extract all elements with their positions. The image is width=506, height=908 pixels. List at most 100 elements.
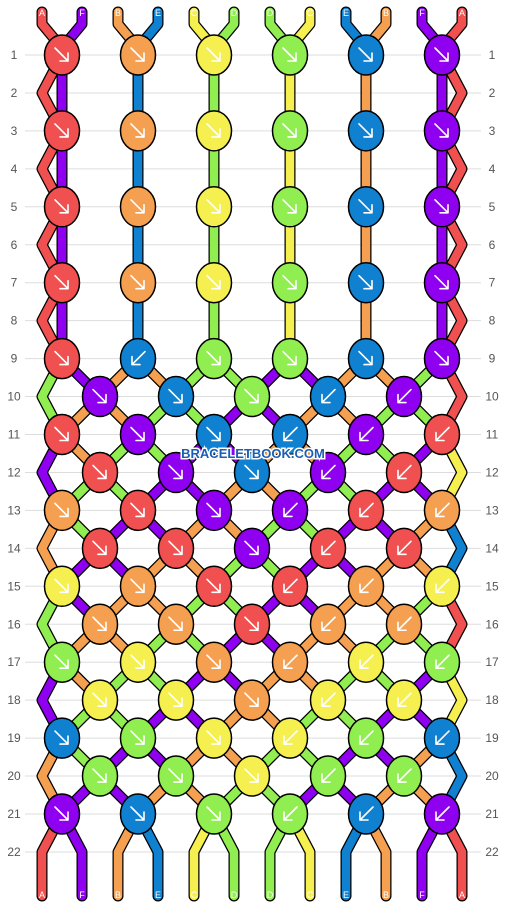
knot <box>385 679 423 721</box>
arrow-down-right-icon <box>54 199 69 214</box>
arrow-down-right-icon <box>54 806 69 821</box>
row-number-left: 16 <box>7 617 21 631</box>
arrow-down-right-icon <box>130 654 145 669</box>
knot <box>195 337 233 380</box>
knot <box>423 489 461 532</box>
row-number-left: 22 <box>7 845 21 859</box>
arrow-down-right-icon <box>244 616 259 632</box>
strand-label-top: E <box>155 8 161 18</box>
strand-label-bottom: A <box>459 890 465 900</box>
strand-label-top: B <box>115 8 121 18</box>
arrow-down-left-icon <box>359 502 374 518</box>
row-number-left: 3 <box>11 124 18 138</box>
knot <box>233 603 271 645</box>
strand-label-bottom: A <box>39 890 45 900</box>
knot <box>271 489 309 532</box>
knot <box>81 679 119 721</box>
knot <box>43 34 81 76</box>
knot <box>43 793 81 835</box>
knot <box>347 641 385 683</box>
knot <box>43 261 81 304</box>
knot <box>385 603 423 645</box>
row-number-right: 22 <box>485 845 499 859</box>
row-number-left: 12 <box>7 465 21 479</box>
arrow-down-right-icon <box>434 274 449 290</box>
arrow-down-right-icon <box>130 199 145 214</box>
strand-label-top: D <box>267 8 274 18</box>
knot <box>195 489 233 532</box>
row-number-right: 15 <box>485 579 499 593</box>
arrow-down-right-icon <box>54 502 69 518</box>
knot <box>119 110 157 152</box>
knot <box>195 186 233 228</box>
knot <box>119 793 157 835</box>
knot <box>347 413 385 456</box>
arrow-down-left-icon <box>359 426 374 442</box>
knot <box>347 489 385 532</box>
row-number-right: 8 <box>489 314 496 328</box>
watermark: BRACELETBOOK.COM <box>181 446 325 461</box>
row-number-right: 2 <box>489 86 496 100</box>
arrow-down-right-icon <box>244 692 259 707</box>
knot <box>423 186 461 228</box>
knots <box>43 34 461 835</box>
knot <box>157 679 195 721</box>
arrow-down-right-icon <box>358 123 373 138</box>
arrow-down-left-icon <box>359 654 374 669</box>
row-number-left: 2 <box>11 86 18 100</box>
row-number-left: 14 <box>7 541 21 555</box>
arrow-down-right-icon <box>206 426 221 442</box>
arrow-down-right-icon <box>206 199 221 214</box>
knot <box>385 755 423 797</box>
arrow-down-left-icon <box>397 464 412 480</box>
arrow-down-right-icon <box>282 274 297 290</box>
arrow-down-left-icon <box>359 578 374 594</box>
strand-label-top: C <box>191 8 198 18</box>
strand-label-bottom: E <box>343 890 349 900</box>
knot <box>157 451 195 494</box>
arrow-down-left-icon <box>283 806 298 821</box>
knot <box>195 717 233 759</box>
arrow-down-right-icon <box>130 806 145 821</box>
strand-label-bottom: E <box>155 890 161 900</box>
row-number-right: 5 <box>489 200 496 214</box>
row-number-right: 21 <box>485 807 499 821</box>
knot <box>309 755 347 797</box>
strand-label-bottom: D <box>231 890 238 900</box>
arrow-down-right-icon <box>434 47 449 62</box>
arrow-down-right-icon <box>282 350 297 366</box>
knot <box>233 527 271 570</box>
arrow-down-right-icon <box>130 274 145 290</box>
knot <box>423 34 461 76</box>
arrow-down-left-icon <box>283 502 298 518</box>
knot <box>157 755 195 797</box>
arrow-down-left-icon <box>283 578 298 594</box>
strand-label-top: C <box>307 8 314 18</box>
arrow-down-right-icon <box>130 426 145 442</box>
arrow-down-right-icon <box>358 350 373 366</box>
strand-label-bottom: F <box>79 890 85 900</box>
row-number-left: 1 <box>11 48 18 62</box>
knot <box>43 413 81 456</box>
arrow-down-right-icon <box>130 502 145 518</box>
knot <box>119 641 157 683</box>
knot <box>43 186 81 228</box>
arrow-down-right-icon <box>358 199 373 214</box>
knot <box>119 186 157 228</box>
arrow-down-right-icon <box>244 540 259 556</box>
knot <box>271 261 309 304</box>
knot <box>233 679 271 721</box>
arrow-down-right-icon <box>206 123 221 138</box>
knot <box>347 717 385 759</box>
knot <box>309 679 347 721</box>
knot <box>309 527 347 570</box>
arrow-down-left-icon <box>321 692 336 707</box>
knot <box>271 793 309 835</box>
arrow-down-right-icon <box>54 730 69 745</box>
knot <box>43 641 81 683</box>
knot <box>423 641 461 683</box>
arrow-down-right-icon <box>206 806 221 821</box>
row-number-left: 10 <box>7 390 21 404</box>
row-number-right: 12 <box>485 465 499 479</box>
